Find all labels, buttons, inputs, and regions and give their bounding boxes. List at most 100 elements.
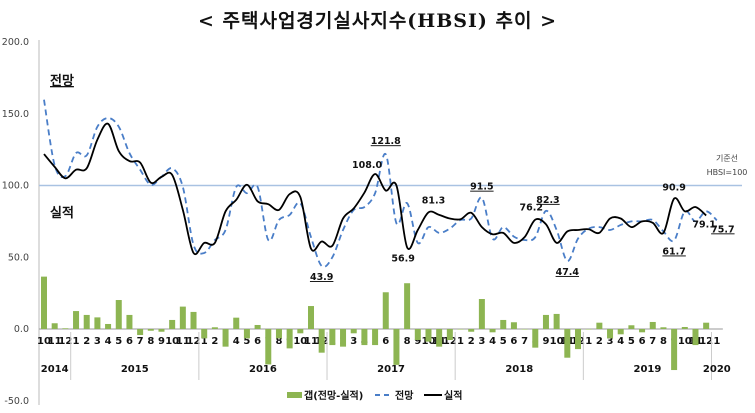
x-month-label: 10 xyxy=(678,336,692,347)
x-month-label: 7 xyxy=(137,336,144,347)
reference-line-sublabel: HBSI=100 xyxy=(707,168,748,177)
y-tick-label: -50.0 xyxy=(4,396,29,407)
x-month-label: 6 xyxy=(254,336,261,347)
x-month-label: 3 xyxy=(607,336,614,347)
legend-actual-label: 실적 xyxy=(444,389,462,402)
legend-gap-swatch xyxy=(287,392,302,398)
gap-bar xyxy=(83,314,90,329)
gap-bar xyxy=(628,325,635,329)
x-month-label: 1 xyxy=(713,336,720,347)
x-month-label: 4 xyxy=(489,336,496,347)
forecast-data-label: 121.8 xyxy=(371,136,401,147)
actual-data-label: 76.2 xyxy=(520,203,543,214)
legend: 갭(전망-실적) 전망 실적 xyxy=(287,389,462,402)
forecast-data-label: 82.3 xyxy=(536,195,559,206)
x-month-label: 1 xyxy=(201,336,208,347)
gap-bar xyxy=(211,327,218,329)
x-month-label: 2 xyxy=(468,336,475,347)
x-month-label: 5 xyxy=(115,336,122,347)
x-month-label: 4 xyxy=(105,336,112,347)
x-month-label: 5 xyxy=(500,336,507,347)
forecast-data-label: 43.9 xyxy=(310,272,333,283)
gap-bar xyxy=(436,329,443,347)
x-month-label: 11 xyxy=(304,336,318,347)
gap-bar xyxy=(126,314,133,329)
actual-data-label: 81.3 xyxy=(422,195,445,206)
x-month-label: 12 xyxy=(443,336,457,347)
gap-bar xyxy=(617,329,624,335)
x-month-label: 10 xyxy=(37,336,51,347)
y-tick-label: 50.0 xyxy=(8,252,29,263)
gap-bar xyxy=(585,329,592,330)
forecast-data-label: 75.7 xyxy=(711,224,734,235)
x-month-label: 11 xyxy=(48,336,62,347)
x-month-label: 12 xyxy=(699,336,713,347)
x-year-label: 2019 xyxy=(633,364,661,375)
gap-bar xyxy=(532,329,539,348)
gap-bar xyxy=(414,329,421,341)
gap-bar xyxy=(521,329,528,330)
x-year-label: 2020 xyxy=(703,364,731,375)
x-month-label: 12 xyxy=(187,336,201,347)
gap-bar xyxy=(308,306,314,329)
gap-bar xyxy=(318,329,325,353)
x-month-label: 2 xyxy=(596,336,603,347)
gap-bar xyxy=(542,314,549,329)
gap-bar xyxy=(478,299,485,329)
x-month-label: 7 xyxy=(649,336,656,347)
gap-bar xyxy=(254,324,261,329)
actual-data-label: 90.9 xyxy=(662,183,685,194)
gap-bar xyxy=(62,328,69,329)
gap-bar xyxy=(681,326,688,329)
gap-bar xyxy=(179,306,186,329)
x-month-label: 8 xyxy=(660,336,667,347)
gap-bar xyxy=(660,327,667,329)
forecast-line xyxy=(43,99,718,268)
x-month-label: 4 xyxy=(617,336,624,347)
gap-bar xyxy=(468,329,475,332)
forecast-data-label: 47.4 xyxy=(556,267,580,278)
gap-bar xyxy=(329,329,336,346)
gap-bar xyxy=(446,329,453,341)
gap-bar xyxy=(340,329,347,347)
x-year-label: 2015 xyxy=(121,364,149,375)
gap-bar xyxy=(158,329,165,332)
gap-bar xyxy=(575,329,581,350)
gap-bar xyxy=(639,329,646,333)
gap-bar xyxy=(190,311,197,329)
forecast-data-label: 91.5 xyxy=(470,182,493,193)
x-month-label: 9 xyxy=(414,336,421,347)
gap-bar xyxy=(361,329,368,346)
actual-annotation: 실적 xyxy=(50,205,74,221)
gap-bar xyxy=(233,317,240,329)
gap-bar xyxy=(94,317,101,329)
gap-bar xyxy=(404,283,411,329)
gap-bar xyxy=(489,329,496,333)
gap-bar xyxy=(425,329,432,342)
gap-bar xyxy=(692,329,699,346)
actual-line xyxy=(43,122,707,256)
gap-bar xyxy=(115,300,122,329)
x-month-label: 10 xyxy=(165,336,179,347)
x-month-label: 2 xyxy=(83,336,90,347)
forecast-data-label: 61.7 xyxy=(662,246,685,257)
y-tick-label: 0.0 xyxy=(14,324,29,335)
x-month-label: 7 xyxy=(521,336,528,347)
x-month-label: 1 xyxy=(457,336,464,347)
gap-bar xyxy=(147,329,154,331)
x-month-label: 6 xyxy=(382,336,389,347)
x-month-label: 1 xyxy=(585,336,592,347)
actual-data-label: 56.9 xyxy=(391,253,414,264)
x-month-label: 10 xyxy=(550,336,564,347)
gap-bar xyxy=(275,329,282,339)
gap-bar xyxy=(350,329,357,334)
reference-line-label: 기준선 xyxy=(716,154,738,163)
gap-bar xyxy=(265,329,272,365)
gap-bar xyxy=(457,329,464,330)
gap-bar xyxy=(201,329,208,339)
actual-data-label: 108.0 xyxy=(352,160,382,171)
x-month-label: 8 xyxy=(404,336,411,347)
x-month-label: 6 xyxy=(639,336,646,347)
x-year-label: 2017 xyxy=(377,364,405,375)
